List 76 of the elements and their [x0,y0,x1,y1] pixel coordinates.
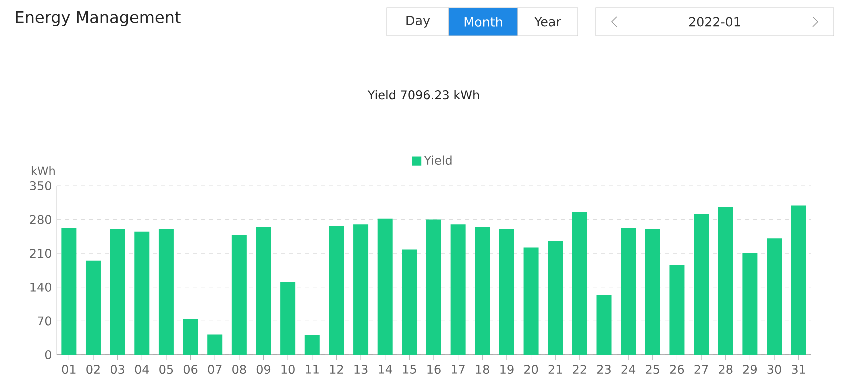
bar [110,229,126,355]
bar [475,227,490,355]
x-tick-label: 27 [694,365,708,374]
y-tick-label: 0 [45,350,52,360]
x-tick-label: 09 [256,365,271,374]
x-tick-label: 01 [62,365,76,374]
bar [378,218,393,355]
x-tick-label: 21 [548,365,562,374]
bar [280,282,296,355]
x-tick-label: 03 [110,365,124,374]
x-tick-label: 06 [184,365,198,374]
x-tick-label: 26 [670,365,684,374]
bar [402,250,418,355]
x-tick-label: 30 [768,365,782,374]
x-tick-label: 16 [428,365,441,374]
bar [426,220,442,355]
text: Year [534,17,562,27]
x-tick-label: 15 [403,365,416,374]
y-tick-label: 210 [30,249,52,258]
x-tick-label: 04 [135,365,150,374]
bar [670,265,685,355]
bar [621,228,636,355]
chart-title: Energy Management [16,11,181,26]
x-tick-label: 08 [232,365,246,374]
chart-subtitle: Yield 7096.23 kWh [368,90,480,100]
x-tick-label: 22 [573,365,586,374]
bar [450,224,466,355]
text: Month [464,17,502,27]
text: Day [406,16,430,28]
bar [86,260,101,355]
bar [645,228,660,355]
bar [134,232,150,355]
x-tick-label: 07 [208,365,222,374]
bar [256,227,272,355]
x-tick-label: 24 [622,365,636,374]
x-tick-label: 29 [743,365,757,374]
x-tick-label: 10 [282,365,295,374]
x-tick-label: 17 [452,365,465,374]
x-tick-label: 23 [598,365,611,374]
x-tick-label: 25 [646,365,660,374]
text: 2022-01 [689,17,740,27]
x-tick-label: 11 [306,365,319,374]
y-axis-title: kWh [32,166,55,176]
bar [158,228,174,355]
bar [596,295,612,355]
bar [329,226,344,355]
y-tick-label: 140 [30,282,52,292]
bar [499,228,514,355]
x-tick-label: 13 [354,365,368,374]
bar [304,335,320,355]
x-tick-label: 12 [330,365,344,374]
bar [742,253,758,355]
bar [62,228,77,355]
x-tick-label: 20 [524,365,538,374]
x-tick-label: 02 [86,365,100,374]
y-tick-label: 70 [38,316,52,326]
bar [354,224,369,355]
bar [208,334,223,355]
bar [232,235,247,355]
bar [718,207,734,355]
y-tick-label: 280 [30,215,52,224]
x-tick-label: 31 [792,365,806,374]
bar [791,206,806,355]
bar [694,214,710,355]
x-tick-label: 18 [476,365,490,374]
bar [548,242,564,355]
x-tick-label: 28 [719,365,733,374]
x-tick-label: 05 [160,365,174,374]
bar [183,319,198,355]
x-tick-label: 19 [500,365,514,374]
bar [572,212,588,355]
x-tick-label: 14 [379,365,392,374]
bar [767,238,782,355]
legend-label: Yield [424,156,452,166]
bar [524,248,539,355]
y-tick-label: 350 [30,181,52,191]
